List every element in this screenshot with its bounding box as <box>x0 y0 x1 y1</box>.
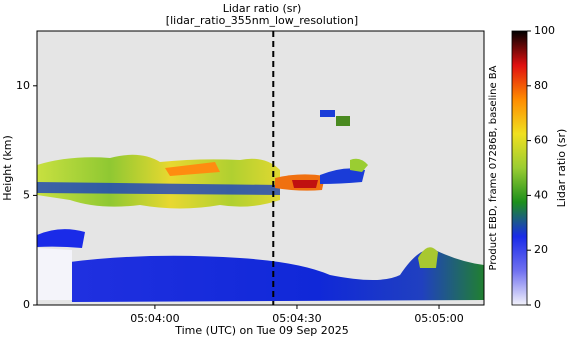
colorbar-tick-label: 60 <box>534 134 548 147</box>
y-axis-label: Height (km) <box>1 135 14 201</box>
colorbar <box>511 30 528 306</box>
x-tick-label: 05:05:00 <box>414 312 463 325</box>
side-note: Product EBD, frame 07286B, baseline BA <box>488 65 499 270</box>
y-tick-label: 0 <box>23 298 30 311</box>
x-axis-label: Time (UTC) on Tue 09 Sep 2025 <box>174 324 349 337</box>
colorbar-label: Lidar ratio (sr) <box>555 129 568 208</box>
colorbar-tick-label: 20 <box>534 243 548 256</box>
plot-frame <box>36 30 485 306</box>
x-tick-label: 05:04:30 <box>272 312 321 325</box>
y-tick-label: 5 <box>23 188 30 201</box>
chart-title: Lidar ratio (sr) <box>223 2 302 15</box>
x-tick-label: 05:04:00 <box>130 312 179 325</box>
lidar-curtain <box>37 110 484 302</box>
colorbar-tick-label: 100 <box>534 24 555 37</box>
y-tick-label: 10 <box>16 79 30 92</box>
colorbar-tick-label: 0 <box>534 298 541 311</box>
chart-subtitle: [lidar_ratio_355nm_low_resolution] <box>166 14 358 27</box>
colorbar-tick-label: 80 <box>534 79 548 92</box>
colorbar-tick-label: 40 <box>534 188 548 201</box>
